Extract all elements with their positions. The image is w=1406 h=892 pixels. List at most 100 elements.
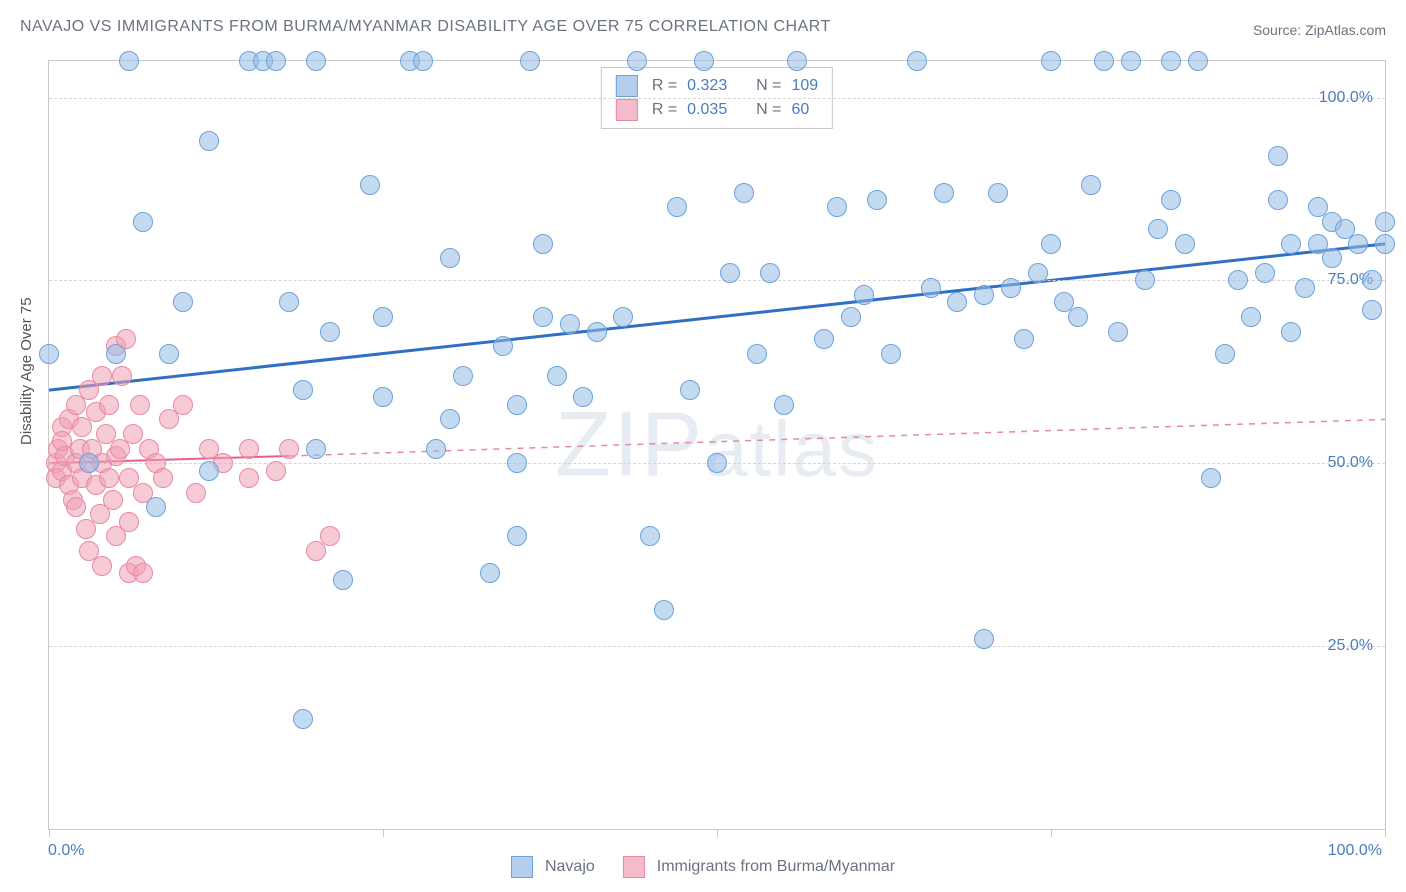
scatter-point-navajo xyxy=(787,51,807,71)
scatter-point-burma xyxy=(119,512,139,532)
scatter-point-burma xyxy=(266,461,286,481)
scatter-point-navajo xyxy=(613,307,633,327)
scatter-point-navajo xyxy=(413,51,433,71)
scatter-point-navajo xyxy=(734,183,754,203)
scatter-point-navajo xyxy=(320,322,340,342)
n-label: N = xyxy=(756,74,781,98)
legend-swatch-burma-icon xyxy=(623,856,645,878)
scatter-point-navajo xyxy=(1148,219,1168,239)
scatter-point-navajo xyxy=(1268,190,1288,210)
gridline xyxy=(49,646,1385,647)
scatter-point-navajo xyxy=(146,497,166,517)
watermark: ZIPatlas xyxy=(555,393,879,498)
scatter-point-burma xyxy=(112,366,132,386)
scatter-point-navajo xyxy=(1041,234,1061,254)
scatter-point-navajo xyxy=(507,526,527,546)
scatter-point-navajo xyxy=(1161,51,1181,71)
x-tick-mark xyxy=(49,829,50,837)
scatter-point-burma xyxy=(133,563,153,583)
scatter-point-navajo xyxy=(1348,234,1368,254)
scatter-point-navajo xyxy=(1295,278,1315,298)
scatter-point-navajo xyxy=(694,51,714,71)
x-tick-mark xyxy=(1385,829,1386,837)
scatter-point-navajo xyxy=(640,526,660,546)
scatter-point-burma xyxy=(103,490,123,510)
scatter-point-navajo xyxy=(199,131,219,151)
scatter-point-navajo xyxy=(426,439,446,459)
scatter-point-navajo xyxy=(1094,51,1114,71)
scatter-point-navajo xyxy=(119,51,139,71)
scatter-point-navajo xyxy=(881,344,901,364)
scatter-point-navajo xyxy=(1108,322,1128,342)
scatter-point-burma xyxy=(186,483,206,503)
scatter-point-navajo xyxy=(547,366,567,386)
scatter-point-burma xyxy=(153,468,173,488)
y-tick-label: 100.0% xyxy=(1319,89,1373,107)
scatter-point-burma xyxy=(92,556,112,576)
scatter-point-burma xyxy=(239,439,259,459)
swatch-burma-icon xyxy=(616,99,638,121)
scatter-point-navajo xyxy=(480,563,500,583)
scatter-point-navajo xyxy=(1001,278,1021,298)
scatter-point-burma xyxy=(99,395,119,415)
scatter-point-navajo xyxy=(199,461,219,481)
scatter-point-burma xyxy=(130,395,150,415)
legend-navajo: Navajo xyxy=(511,856,595,878)
swatch-navajo-icon xyxy=(616,75,638,97)
burma-r-value: 0.035 xyxy=(687,98,727,122)
scatter-point-navajo xyxy=(1362,300,1382,320)
gridline xyxy=(49,98,1385,99)
scatter-point-navajo xyxy=(974,285,994,305)
scatter-point-navajo xyxy=(560,314,580,334)
stats-row-burma: R = 0.035 N = 60 xyxy=(616,98,818,122)
r-label: R = xyxy=(652,98,677,122)
scatter-point-navajo xyxy=(507,453,527,473)
scatter-point-navajo xyxy=(1068,307,1088,327)
scatter-point-navajo xyxy=(133,212,153,232)
x-min-label: 0.0% xyxy=(48,842,84,860)
scatter-point-navajo xyxy=(1362,270,1382,290)
scatter-point-burma xyxy=(239,468,259,488)
n-label: N = xyxy=(756,98,781,122)
navajo-r-value: 0.323 xyxy=(687,74,727,98)
scatter-point-navajo xyxy=(587,322,607,342)
scatter-point-navajo xyxy=(293,709,313,729)
scatter-point-navajo xyxy=(1375,212,1395,232)
scatter-point-navajo xyxy=(507,395,527,415)
x-tick-mark xyxy=(1051,829,1052,837)
stats-row-navajo: R = 0.323 N = 109 xyxy=(616,74,818,98)
scatter-point-navajo xyxy=(667,197,687,217)
scatter-point-navajo xyxy=(39,344,59,364)
source-label: Source: xyxy=(1253,22,1301,38)
y-tick-label: 25.0% xyxy=(1328,637,1373,655)
x-max-label: 100.0% xyxy=(1328,842,1382,860)
scatter-point-burma xyxy=(66,497,86,517)
scatter-point-navajo xyxy=(774,395,794,415)
y-axis-title: Disability Age Over 75 xyxy=(18,297,35,445)
scatter-point-navajo xyxy=(760,263,780,283)
scatter-point-navajo xyxy=(1041,51,1061,71)
scatter-point-navajo xyxy=(1255,263,1275,283)
scatter-point-navajo xyxy=(373,307,393,327)
scatter-point-navajo xyxy=(440,248,460,268)
scatter-point-navajo xyxy=(520,51,540,71)
scatter-point-burma xyxy=(99,468,119,488)
scatter-point-navajo xyxy=(1028,263,1048,283)
scatter-point-navajo xyxy=(333,570,353,590)
scatter-point-navajo xyxy=(1241,307,1261,327)
scatter-point-navajo xyxy=(1121,51,1141,71)
scatter-point-navajo xyxy=(867,190,887,210)
scatter-point-navajo xyxy=(159,344,179,364)
scatter-point-navajo xyxy=(360,175,380,195)
legend-burma: Immigrants from Burma/Myanmar xyxy=(623,856,895,878)
scatter-point-navajo xyxy=(654,600,674,620)
scatter-point-navajo xyxy=(934,183,954,203)
scatter-point-navajo xyxy=(440,409,460,429)
scatter-point-burma xyxy=(279,439,299,459)
plot-area: ZIPatlas R = 0.323 N = 109 R = 0.035 N =… xyxy=(48,60,1386,830)
burma-n-value: 60 xyxy=(791,98,809,122)
scatter-point-navajo xyxy=(533,307,553,327)
scatter-point-navajo xyxy=(720,263,740,283)
scatter-point-navajo xyxy=(79,453,99,473)
scatter-point-navajo xyxy=(907,51,927,71)
